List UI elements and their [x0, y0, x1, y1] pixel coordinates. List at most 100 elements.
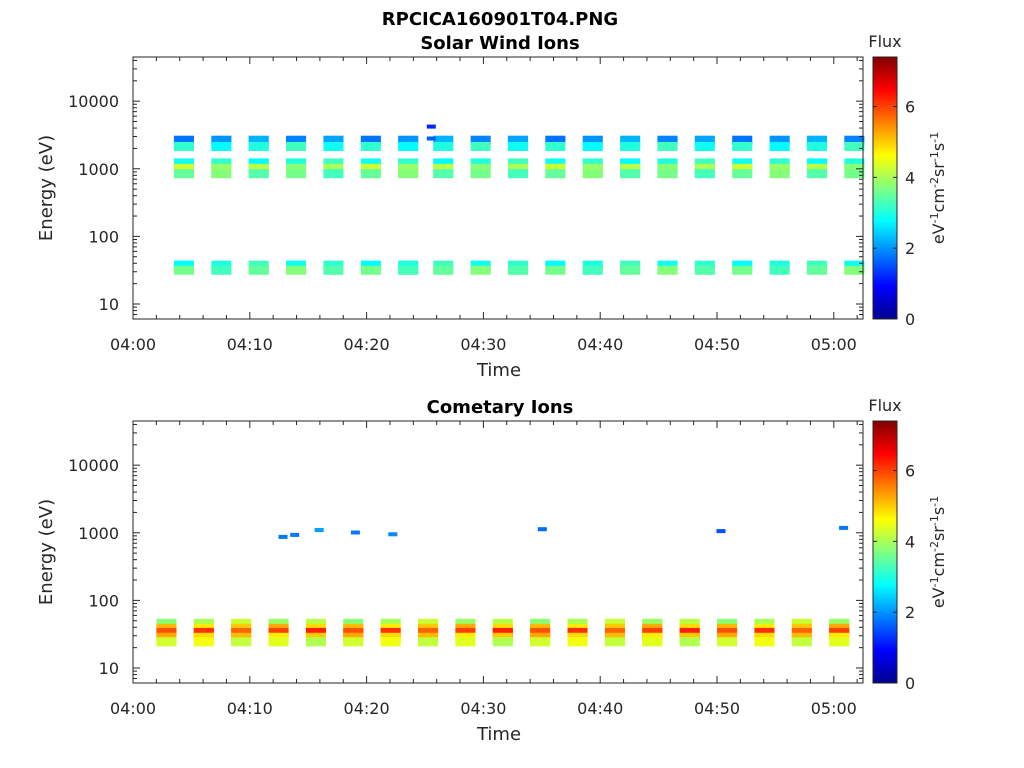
heatmap-cell [517, 265, 529, 275]
heatmap-cell [530, 618, 541, 628]
heatmap-cell [657, 142, 668, 151]
heatmap-cell [295, 158, 307, 168]
heatmap-cell [398, 163, 409, 173]
heatmap-cell [679, 627, 690, 637]
heatmap-cell [754, 627, 765, 637]
heatmap-cell [732, 169, 743, 179]
heatmap-cell [844, 158, 855, 168]
heatmap-cell [211, 265, 222, 275]
heatmap-cell [704, 260, 715, 270]
heatmap-cell [398, 135, 409, 145]
heatmap-cell [854, 169, 865, 179]
heatmap-cell [360, 135, 371, 145]
x-tick-label: 04:00 [110, 335, 156, 354]
panel-title: Cometary Ions [427, 397, 574, 418]
heatmap-cell [492, 627, 503, 637]
heatmap-cell [408, 142, 419, 151]
heatmap-cell [704, 135, 715, 145]
heatmap-cell [854, 142, 865, 151]
heatmap-cell [278, 618, 289, 628]
heatmap-cell [592, 169, 603, 179]
heatmap-cell [555, 163, 566, 173]
heatmap-cell [555, 158, 566, 168]
heatmap-cell [390, 618, 401, 628]
y-tick-label: 100 [88, 591, 119, 610]
heatmap-cell [156, 637, 167, 647]
heatmap-cell [470, 265, 481, 275]
heatmap-cell [433, 142, 444, 151]
heatmap-cell [492, 618, 503, 628]
heatmap-cell [470, 260, 481, 270]
heatmap-cell [667, 135, 678, 145]
colorbar-title: Flux [868, 32, 901, 51]
colorbar-tick-label: 0 [905, 310, 915, 329]
heatmap-cell [370, 163, 381, 173]
heatmap-cell [360, 158, 371, 168]
heatmap-cell [582, 260, 593, 270]
heatmap-cell [507, 158, 519, 168]
heatmap-cell [305, 618, 317, 628]
heatmap-cell [203, 627, 214, 637]
heatmap-cell [173, 158, 185, 168]
heatmap-cell [443, 265, 454, 275]
heatmap-cell [704, 142, 715, 151]
heatmap-cell [517, 135, 529, 145]
heatmap-cell [390, 637, 401, 647]
y-axis: 10 100 1000 10000 [68, 423, 863, 684]
heatmap-cell [443, 142, 454, 151]
heatmap-cell [530, 637, 541, 647]
heatmap-cell [248, 158, 259, 168]
heatmap-cell [480, 260, 491, 270]
heatmap-cell [801, 618, 812, 628]
heatmap-cell [398, 158, 409, 168]
heatmap-cell [323, 135, 334, 145]
x-tick-label: 04:50 [694, 699, 740, 718]
heatmap-cell [844, 163, 855, 173]
heatmap-cell [427, 618, 439, 628]
x-tick-label: 04:00 [110, 699, 156, 718]
heatmap-cell [592, 142, 603, 151]
heatmap-cell [221, 163, 232, 173]
heatmap-cell [333, 265, 344, 275]
heatmap-cell [398, 260, 409, 270]
heatmap-cell [203, 618, 214, 628]
x-tick-label: 04:30 [460, 699, 506, 718]
heatmap-cell [704, 169, 715, 179]
heatmap-cell [742, 169, 753, 179]
heatmap-cell [507, 260, 519, 270]
colorbar-tick-label: 6 [905, 462, 915, 481]
heatmap-cell [333, 169, 344, 179]
heatmap-cell [839, 637, 850, 647]
heatmap-cell [567, 627, 578, 637]
heatmap-cell [323, 163, 334, 173]
colorbar: Flux 0 2 4 6 eV-1cm-2sr-1s-1 [868, 396, 948, 693]
heatmap-cell [769, 260, 780, 270]
heatmap-cell [567, 618, 578, 628]
heatmap-cell [716, 529, 726, 534]
heatmap-cell [360, 163, 371, 173]
heatmap-cell [854, 158, 865, 168]
x-axis-label: Time [476, 360, 521, 381]
heatmap-cell [443, 260, 454, 270]
heatmap-cell [360, 142, 371, 151]
heatmap-cell [268, 618, 279, 628]
heatmap-cell [408, 169, 419, 179]
heatmap-cell [343, 627, 354, 637]
heatmap-cell [854, 265, 865, 275]
heatmap-cell [689, 637, 700, 647]
heatmap-cell [370, 260, 381, 270]
heatmap-cell [166, 627, 177, 637]
heatmap-cell [620, 265, 631, 275]
heatmap-cell [427, 637, 439, 647]
heatmap-cell [465, 627, 476, 637]
heatmap-cell [268, 627, 279, 637]
y-axis: 10 100 1000 10000 [68, 59, 863, 320]
heatmap-cell [286, 158, 297, 168]
colorbar-tick-label: 4 [905, 532, 915, 551]
x-tick-label: 05:00 [811, 335, 857, 354]
colorbar-gradient [872, 56, 898, 320]
heatmap-cell [295, 142, 307, 151]
y-axis-label: Energy (eV) [36, 135, 57, 241]
heatmap-cell [323, 142, 334, 151]
